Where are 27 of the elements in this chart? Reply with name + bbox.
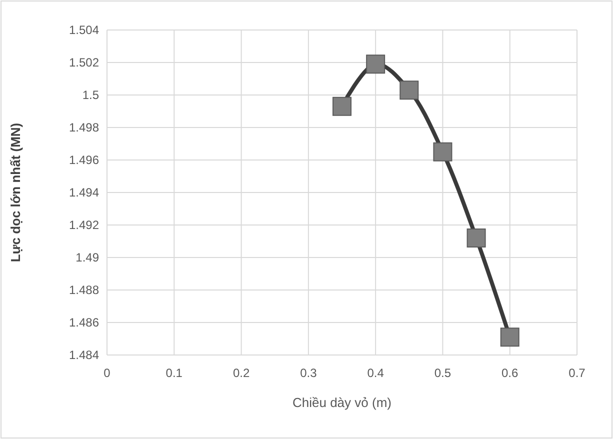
x-tick-label: 0.4	[367, 366, 384, 380]
y-tick-label: 1.504	[68, 23, 100, 37]
y-tick-label: 1.488	[68, 283, 100, 297]
y-tick-label: 1.484	[68, 348, 100, 362]
point	[466, 228, 486, 248]
y-tick-label: 1.5	[82, 88, 100, 102]
y-tick-label: 1.502	[68, 56, 100, 70]
x-tick-label: 0	[104, 366, 111, 380]
x-tick-label: 0.6	[502, 366, 519, 380]
point	[500, 328, 520, 347]
y-tick-label: 1.496	[68, 153, 100, 167]
y-tick-label: 1.49	[76, 250, 100, 264]
point	[366, 54, 386, 74]
y-tick-label: 1.498	[68, 120, 100, 134]
x-tick-label: 0.5	[434, 366, 452, 380]
y-tick-label: 1.492	[68, 218, 100, 232]
x-tick-label: 0.7	[568, 366, 586, 380]
point	[332, 96, 352, 116]
y-tick-label: 1.486	[68, 316, 100, 330]
x-tick-label: 0.3	[300, 366, 318, 380]
x-tick-label: 0.1	[166, 366, 183, 380]
y-tick-label: 1.494	[68, 186, 100, 200]
point	[433, 142, 452, 162]
point	[400, 80, 419, 100]
x-axis-title: Chiều dày vỏ (m)	[292, 395, 392, 410]
x-tick-label: 0.2	[232, 366, 250, 380]
y-axis-title: Lực dọc lớn nhất (MN)	[8, 122, 23, 262]
